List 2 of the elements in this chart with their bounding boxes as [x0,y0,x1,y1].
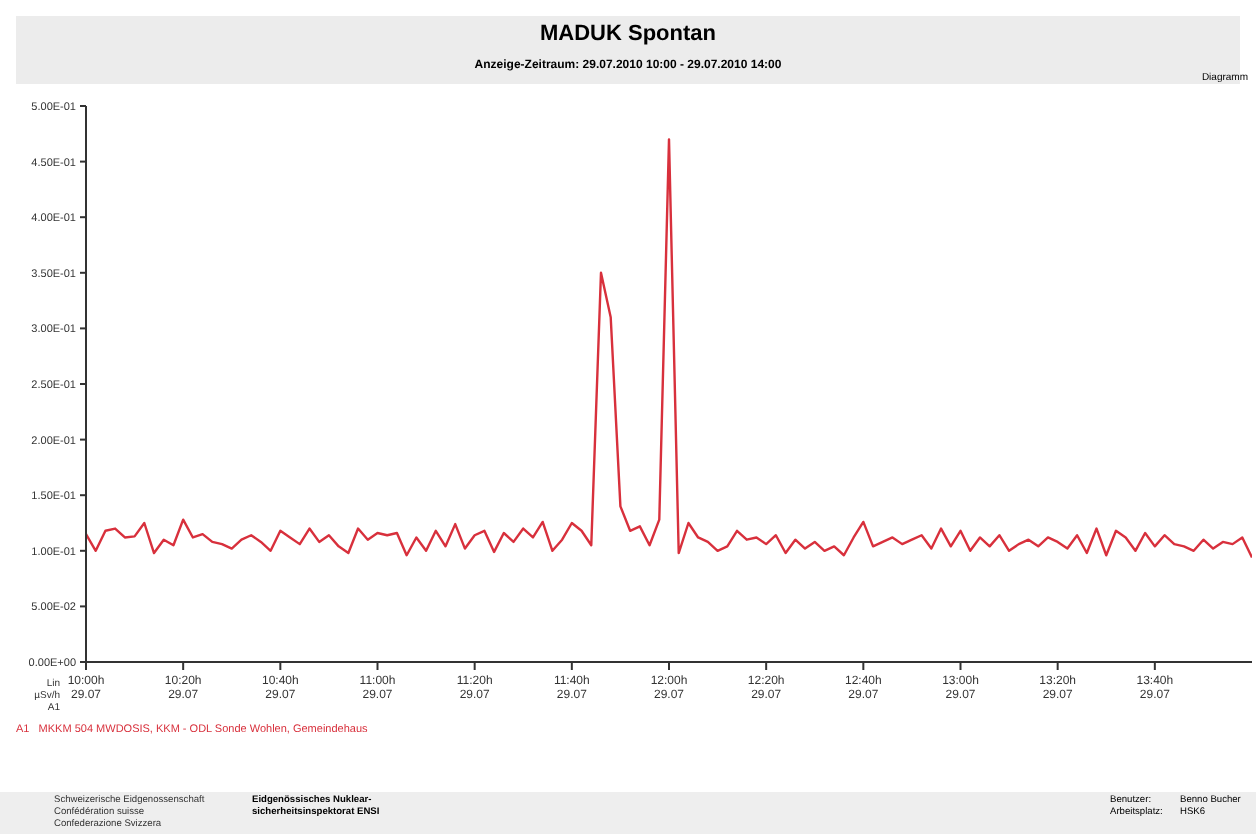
line-series [86,138,1252,559]
chart-title: MADUK Spontan [538,22,718,46]
